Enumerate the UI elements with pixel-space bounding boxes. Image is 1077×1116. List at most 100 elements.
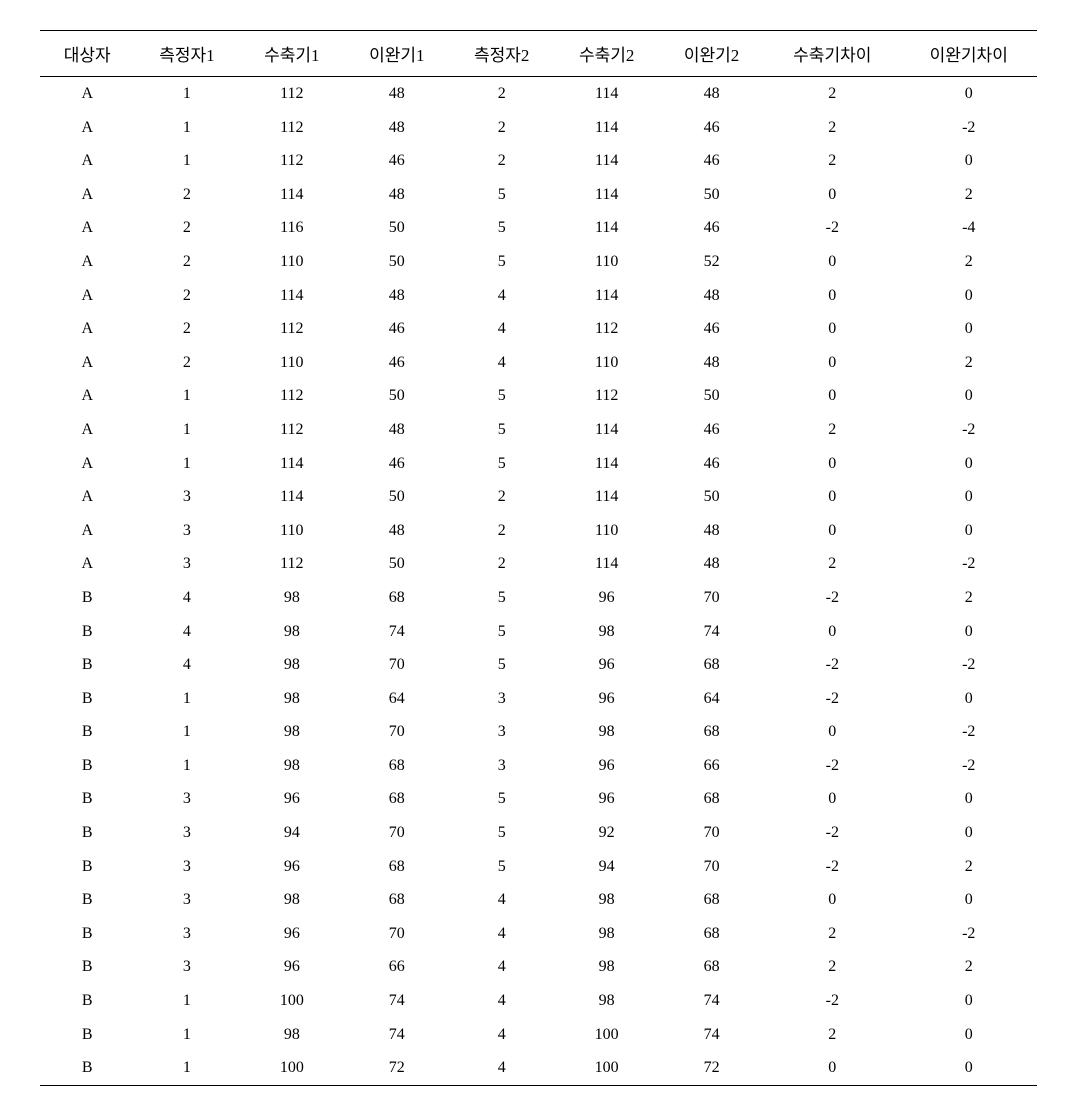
cell-measurer1: 1 <box>134 682 239 716</box>
cell-measurer2: 2 <box>449 514 554 548</box>
cell-subject: B <box>40 984 134 1018</box>
cell-systolic1: 110 <box>239 514 344 548</box>
cell-systolic2: 110 <box>554 346 659 380</box>
cell-diastolic2: 70 <box>659 816 764 850</box>
cell-measurer2: 5 <box>449 816 554 850</box>
cell-subject: B <box>40 615 134 649</box>
cell-subject: B <box>40 917 134 951</box>
cell-diastolic2: 66 <box>659 749 764 783</box>
cell-diastolic2: 74 <box>659 984 764 1018</box>
cell-diastolic-diff: 0 <box>901 514 1038 548</box>
cell-measurer2: 3 <box>449 682 554 716</box>
cell-diastolic2: 50 <box>659 178 764 212</box>
cell-systolic1: 96 <box>239 917 344 951</box>
cell-diastolic1: 68 <box>344 850 449 884</box>
cell-diastolic2: 70 <box>659 581 764 615</box>
cell-diastolic-diff: 0 <box>901 816 1038 850</box>
table-row: A11144651144600 <box>40 447 1037 481</box>
cell-diastolic-diff: 0 <box>901 312 1038 346</box>
cell-diastolic2: 48 <box>659 346 764 380</box>
cell-systolic-diff: 0 <box>764 1051 900 1085</box>
cell-subject: B <box>40 950 134 984</box>
cell-systolic1: 96 <box>239 850 344 884</box>
cell-systolic-diff: 2 <box>764 111 900 145</box>
cell-diastolic2: 74 <box>659 1018 764 1052</box>
cell-diastolic1: 46 <box>344 312 449 346</box>
cell-systolic2: 114 <box>554 480 659 514</box>
col-header-subject: 대상자 <box>40 31 134 77</box>
cell-systolic2: 98 <box>554 715 659 749</box>
cell-systolic1: 116 <box>239 211 344 245</box>
cell-systolic1: 100 <box>239 1051 344 1085</box>
cell-systolic2: 114 <box>554 144 659 178</box>
cell-systolic1: 112 <box>239 547 344 581</box>
cell-measurer2: 5 <box>449 581 554 615</box>
cell-measurer2: 4 <box>449 312 554 346</box>
col-header-diastolic1: 이완기1 <box>344 31 449 77</box>
cell-systolic-diff: 2 <box>764 144 900 178</box>
cell-measurer2: 2 <box>449 144 554 178</box>
cell-measurer1: 4 <box>134 581 239 615</box>
cell-systolic2: 114 <box>554 447 659 481</box>
cell-systolic-diff: 0 <box>764 245 900 279</box>
table-row: B1986439664-20 <box>40 682 1037 716</box>
cell-subject: A <box>40 379 134 413</box>
cell-measurer2: 3 <box>449 749 554 783</box>
cell-diastolic1: 68 <box>344 782 449 816</box>
cell-diastolic1: 48 <box>344 514 449 548</box>
cell-systolic1: 100 <box>239 984 344 1018</box>
cell-systolic2: 96 <box>554 682 659 716</box>
cell-systolic1: 98 <box>239 749 344 783</box>
cell-systolic1: 110 <box>239 346 344 380</box>
cell-measurer2: 4 <box>449 950 554 984</box>
cell-systolic-diff: -2 <box>764 211 900 245</box>
cell-measurer2: 5 <box>449 850 554 884</box>
cell-measurer1: 1 <box>134 1018 239 1052</box>
cell-diastolic-diff: -2 <box>901 547 1038 581</box>
cell-measurer1: 2 <box>134 346 239 380</box>
col-header-systolic2: 수축기2 <box>554 31 659 77</box>
cell-diastolic1: 50 <box>344 211 449 245</box>
cell-measurer2: 5 <box>449 615 554 649</box>
cell-diastolic2: 48 <box>659 279 764 313</box>
table-row: A11124821144820 <box>40 77 1037 111</box>
cell-diastolic2: 70 <box>659 850 764 884</box>
cell-diastolic1: 74 <box>344 615 449 649</box>
cell-diastolic1: 50 <box>344 547 449 581</box>
cell-measurer1: 3 <box>134 514 239 548</box>
cell-subject: B <box>40 581 134 615</box>
cell-measurer1: 2 <box>134 279 239 313</box>
cell-diastolic1: 46 <box>344 346 449 380</box>
cell-systolic1: 114 <box>239 178 344 212</box>
cell-systolic-diff: 2 <box>764 547 900 581</box>
cell-systolic2: 96 <box>554 749 659 783</box>
cell-diastolic-diff: 0 <box>901 615 1038 649</box>
cell-diastolic-diff: 2 <box>901 581 1038 615</box>
cell-measurer2: 2 <box>449 111 554 145</box>
table-row: B11007241007200 <box>40 1051 1037 1085</box>
cell-measurer2: 4 <box>449 883 554 917</box>
cell-measurer2: 5 <box>449 782 554 816</box>
cell-systolic2: 98 <box>554 615 659 649</box>
cell-measurer1: 2 <box>134 245 239 279</box>
cell-systolic-diff: -2 <box>764 749 900 783</box>
cell-measurer2: 5 <box>449 245 554 279</box>
cell-subject: B <box>40 1051 134 1085</box>
cell-systolic-diff: 0 <box>764 883 900 917</box>
cell-systolic-diff: 0 <box>764 782 900 816</box>
table-row: B1986839666-2-2 <box>40 749 1037 783</box>
cell-diastolic-diff: 0 <box>901 77 1038 111</box>
cell-measurer2: 2 <box>449 77 554 111</box>
cell-systolic2: 110 <box>554 245 659 279</box>
cell-diastolic1: 74 <box>344 984 449 1018</box>
cell-systolic2: 114 <box>554 413 659 447</box>
cell-diastolic2: 48 <box>659 514 764 548</box>
cell-measurer2: 4 <box>449 1018 554 1052</box>
table-row: B396685966800 <box>40 782 1037 816</box>
cell-measurer2: 4 <box>449 346 554 380</box>
cell-diastolic1: 48 <box>344 77 449 111</box>
cell-diastolic-diff: 2 <box>901 346 1038 380</box>
cell-measurer1: 1 <box>134 715 239 749</box>
cell-diastolic-diff: 0 <box>901 279 1038 313</box>
cell-measurer1: 1 <box>134 413 239 447</box>
